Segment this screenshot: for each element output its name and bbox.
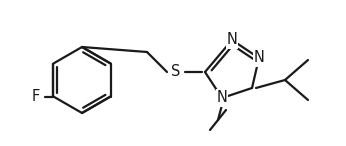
Text: N: N [227, 33, 237, 47]
Text: N: N [217, 91, 227, 106]
Text: S: S [171, 65, 181, 80]
Text: F: F [31, 89, 39, 104]
Text: N: N [254, 51, 264, 66]
